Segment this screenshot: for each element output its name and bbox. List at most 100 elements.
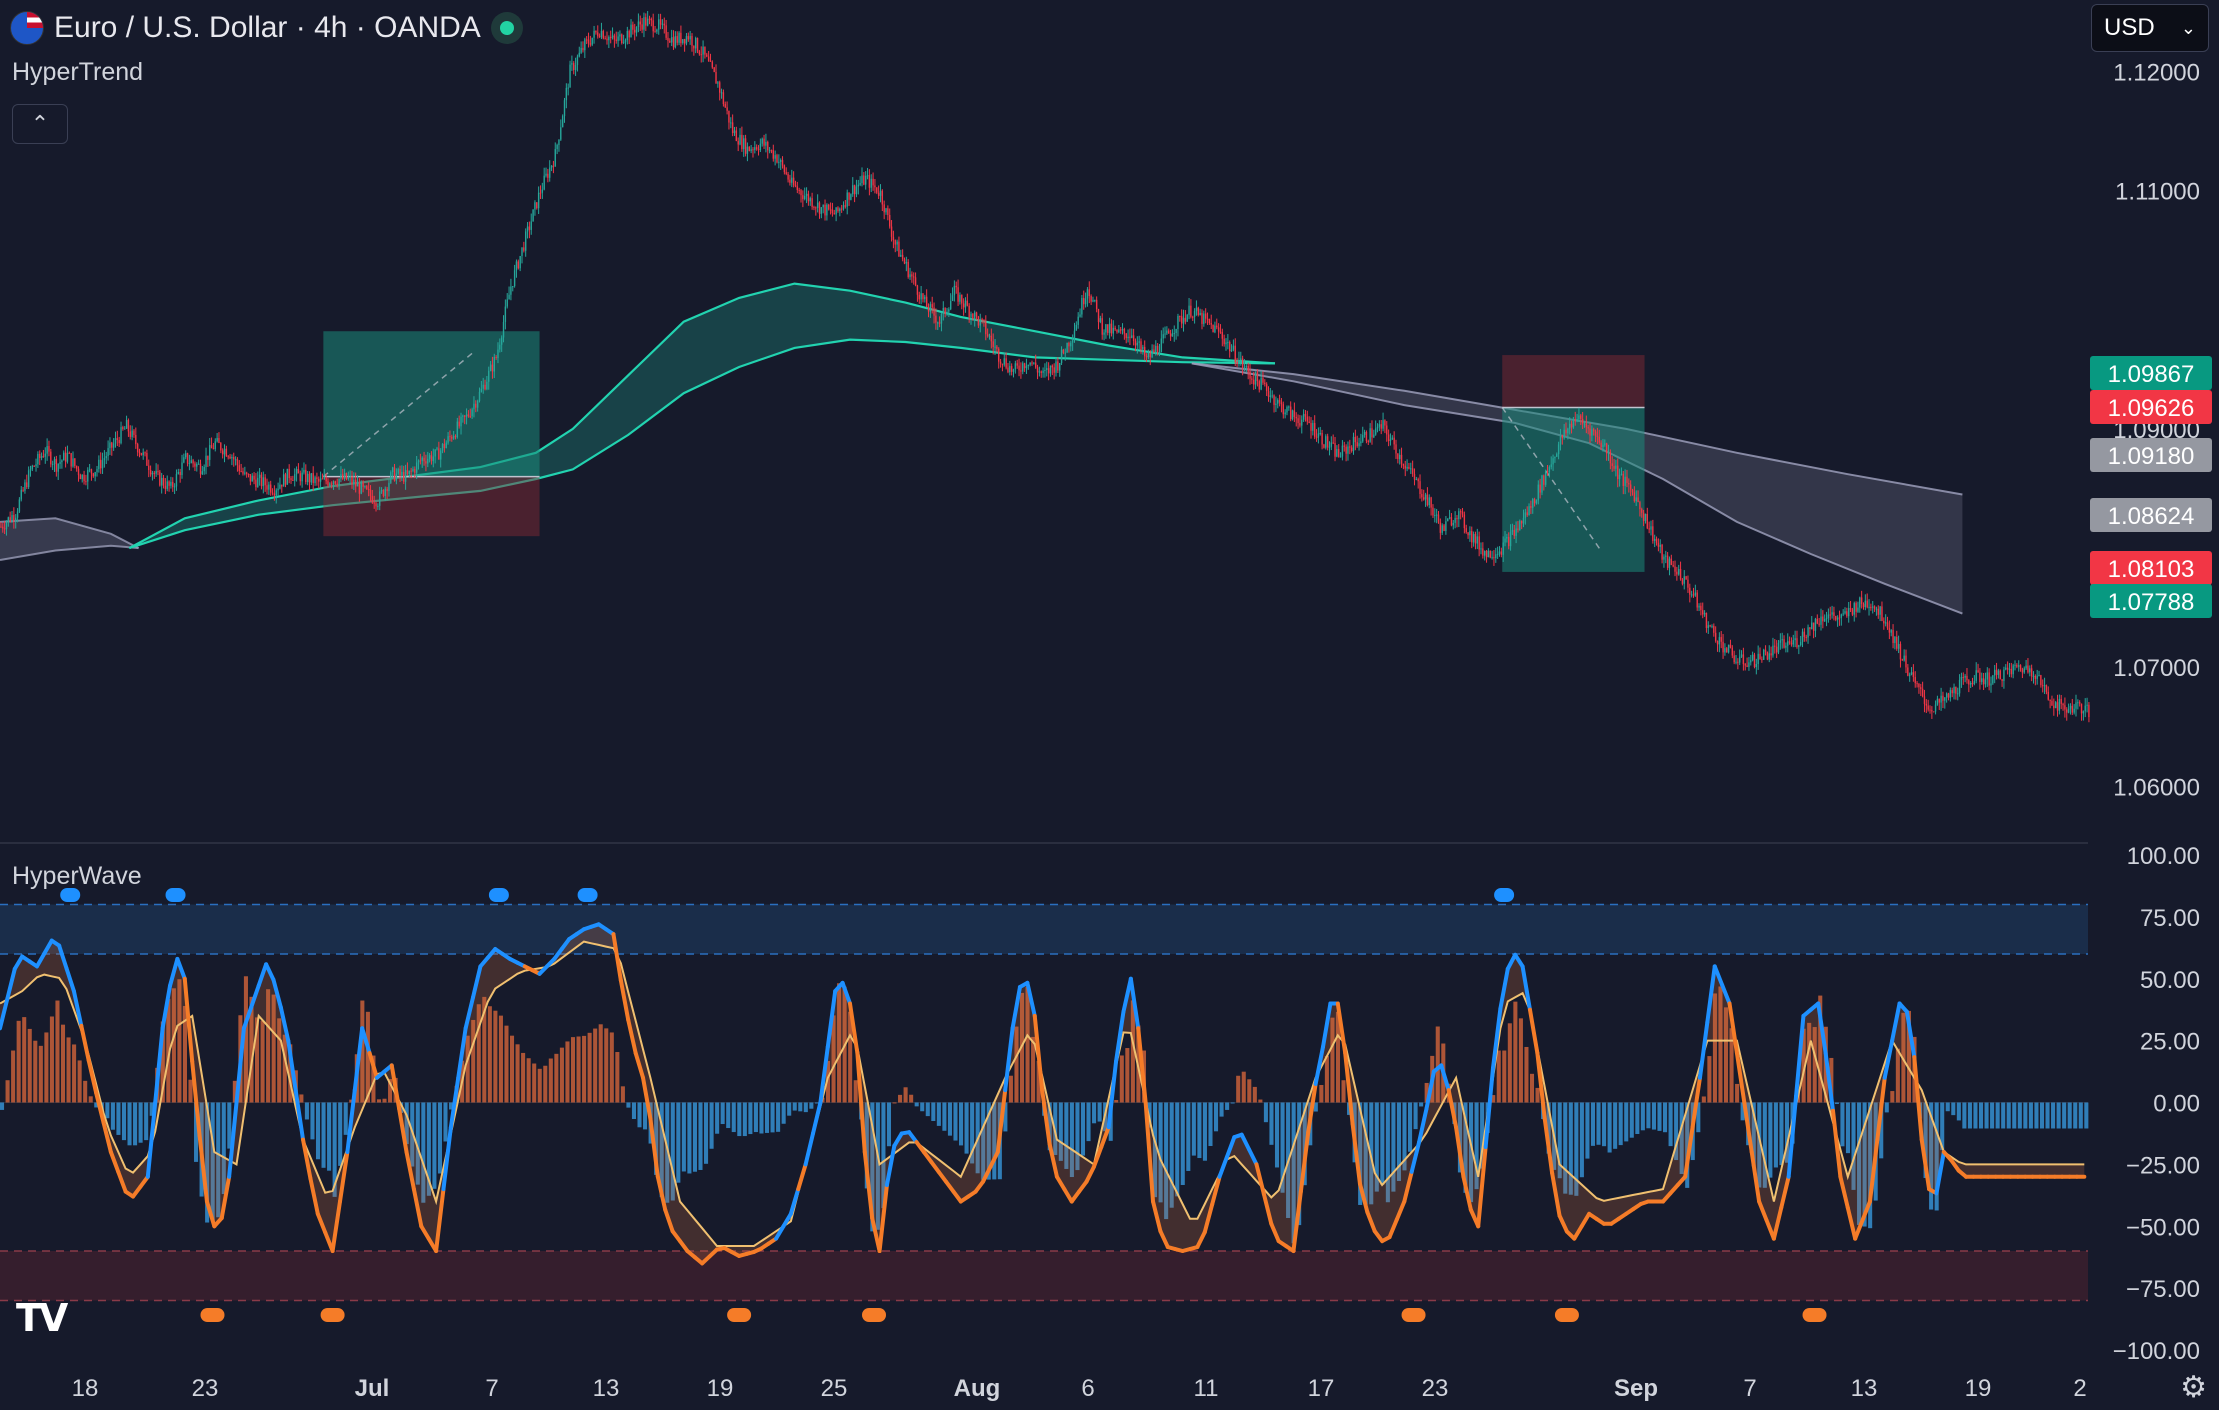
- candle: [390, 470, 392, 485]
- candle: [1593, 427, 1595, 436]
- histogram-bar: [38, 1045, 43, 1103]
- candle: [1803, 628, 1806, 642]
- candle: [1585, 415, 1588, 434]
- histogram-bar: [1330, 1017, 1335, 1103]
- symbol-header[interactable]: Euro / U.S. Dollar · 4h · OANDA: [10, 8, 523, 48]
- candle: [1480, 542, 1482, 555]
- histogram-bar: [149, 1102, 154, 1116]
- candle: [1415, 476, 1418, 481]
- candle: [665, 19, 667, 40]
- candle: [72, 451, 74, 468]
- candle: [1134, 338, 1137, 352]
- candle: [310, 473, 313, 486]
- histogram-bar: [249, 996, 254, 1103]
- candle: [624, 38, 627, 49]
- candle: [388, 479, 390, 497]
- candle: [66, 445, 69, 464]
- candle: [1997, 668, 2000, 679]
- histogram-bar: [1175, 1102, 1180, 1197]
- candle: [1942, 691, 1944, 709]
- candle: [1770, 646, 1772, 661]
- gear-icon[interactable]: ⚙: [2180, 1371, 2207, 1404]
- candle: [88, 463, 91, 473]
- candle: [626, 26, 629, 45]
- histogram-bar: [1978, 1102, 1984, 1129]
- candle: [122, 425, 124, 431]
- candle: [1533, 497, 1536, 507]
- candle: [70, 452, 72, 471]
- candle: [1676, 566, 1678, 581]
- candle: [50, 448, 52, 468]
- currency-select[interactable]: USD ⌄: [2091, 4, 2209, 52]
- histogram-bar: [509, 1035, 515, 1103]
- candle: [1241, 355, 1244, 376]
- price-tick-label: 1.06000: [2113, 774, 2200, 801]
- indicator-label-hypertrend[interactable]: HyperTrend: [12, 58, 144, 86]
- histogram-bar: [188, 1079, 193, 1103]
- histogram-bar: [1058, 1102, 1063, 1161]
- candle: [216, 433, 218, 443]
- candle: [1916, 681, 1918, 688]
- histogram-bar: [1801, 1028, 1806, 1103]
- candle: [412, 466, 414, 473]
- candle: [282, 468, 285, 487]
- candle: [1101, 313, 1103, 340]
- candle: [1781, 632, 1783, 649]
- candle: [1384, 419, 1386, 434]
- candle: [305, 464, 307, 485]
- candle: [299, 470, 301, 486]
- indicator-label-hyperwave[interactable]: HyperWave: [12, 862, 142, 890]
- candle: [1870, 603, 1872, 611]
- symbol-title[interactable]: Euro / U.S. Dollar · 4h · OANDA: [54, 11, 481, 44]
- histogram-bar: [110, 1102, 115, 1130]
- candle: [329, 482, 331, 487]
- candle: [1546, 464, 1549, 476]
- candle: [48, 440, 50, 457]
- candle: [1892, 624, 1894, 649]
- histogram-bar: [964, 1102, 969, 1154]
- histogram-bar: [94, 1102, 99, 1108]
- histogram-bar: [443, 1102, 448, 1142]
- candle: [16, 508, 19, 523]
- candle: [273, 485, 276, 501]
- overbought-zone: [0, 904, 2088, 954]
- candle: [100, 452, 102, 474]
- histogram-bar: [1557, 1102, 1562, 1179]
- candle: [410, 467, 412, 479]
- candle: [247, 473, 250, 478]
- candle: [1637, 490, 1639, 503]
- histogram-bar: [1463, 1102, 1468, 1193]
- candle: [111, 441, 113, 456]
- histogram-bar: [526, 1058, 531, 1103]
- candle: [894, 239, 896, 253]
- candle: [179, 468, 181, 483]
- candle: [1312, 420, 1314, 436]
- candle: [1153, 344, 1155, 354]
- candle: [866, 167, 869, 180]
- candle: [1544, 469, 1547, 487]
- histogram-bar: [1590, 1102, 1596, 1146]
- candle: [2003, 666, 2005, 689]
- histogram-bar: [1668, 1102, 1673, 1147]
- candle: [2012, 663, 2014, 679]
- candle: [1369, 423, 1371, 443]
- candle: [1097, 308, 1100, 330]
- candle: [1059, 362, 1061, 377]
- histogram-bar: [2028, 1102, 2033, 1129]
- candle: [541, 182, 544, 199]
- collapse-button[interactable]: ⌃: [12, 104, 68, 144]
- candle: [1672, 560, 1674, 568]
- candle: [1227, 334, 1229, 350]
- histogram-bar: [1884, 1102, 1889, 1113]
- tradingview-logo-icon[interactable]: TV: [16, 1296, 68, 1340]
- candle: [951, 287, 954, 302]
- histogram-bar: [598, 1024, 603, 1103]
- candle: [31, 464, 34, 472]
- candle: [1899, 641, 1902, 668]
- candle: [495, 355, 497, 360]
- candle: [922, 293, 924, 303]
- candle: [9, 511, 11, 523]
- candle: [1297, 414, 1299, 430]
- candle: [1291, 409, 1294, 421]
